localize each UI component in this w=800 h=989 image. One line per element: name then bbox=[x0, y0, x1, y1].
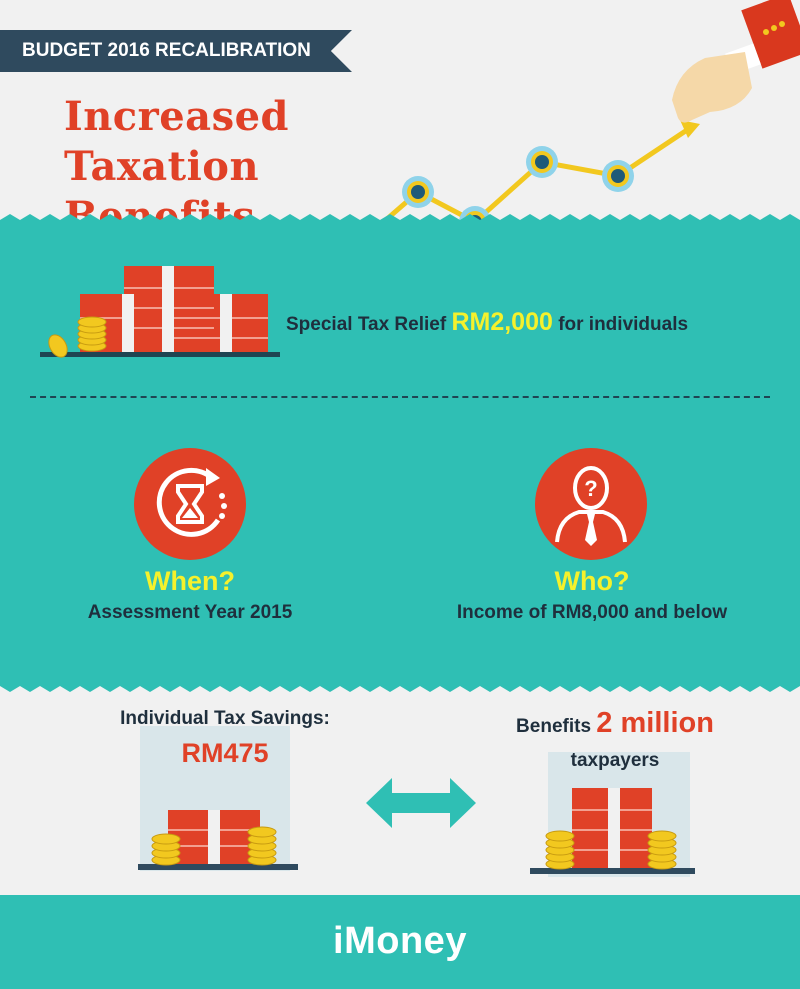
zigzag-edge bbox=[0, 678, 800, 692]
when-title: When? bbox=[145, 566, 235, 596]
chart-node bbox=[602, 160, 634, 192]
relief-prefix: Special Tax Relief bbox=[286, 314, 447, 335]
benefits-suffix: taxpayers bbox=[570, 750, 660, 771]
relief-amount: RM2,000 bbox=[451, 308, 553, 336]
growth-chart-icon bbox=[378, 0, 800, 235]
savings-label: Individual Tax Savings: bbox=[120, 708, 330, 729]
who-detail: Income of RM8,000 and below bbox=[456, 602, 728, 623]
coin-stack-icon bbox=[48, 316, 107, 358]
double-arrow-icon bbox=[366, 778, 476, 828]
coin-stack-icon bbox=[151, 826, 277, 866]
chart-node bbox=[402, 176, 434, 208]
coin-stack-icon bbox=[545, 830, 677, 870]
title-line-1: Increased Taxation bbox=[64, 93, 290, 190]
chart-node bbox=[526, 146, 558, 178]
banner: BUDGET 2016 RECALIBRATION bbox=[0, 30, 352, 72]
benefits-statement: Benefits 2 million taxpayers bbox=[490, 706, 740, 778]
savings-value: RM475 bbox=[181, 738, 269, 768]
money-stack-icon bbox=[40, 266, 280, 358]
divider bbox=[30, 396, 770, 398]
money-stack-icon bbox=[530, 788, 695, 874]
when-circle bbox=[134, 448, 246, 560]
hourglass-refresh-icon bbox=[156, 467, 227, 537]
person-question-icon: ? bbox=[555, 466, 627, 546]
who-title: Who? bbox=[554, 566, 630, 596]
money-stack-icon bbox=[138, 810, 298, 870]
when-detail: Assessment Year 2015 bbox=[87, 602, 293, 623]
who-circle: ? bbox=[535, 448, 647, 560]
relief-statement: Special Tax Relief RM2,000 for individua… bbox=[286, 308, 688, 337]
benefits-amount: 2 million bbox=[596, 707, 714, 739]
pointing-hand-icon bbox=[672, 0, 800, 123]
zigzag-edge bbox=[0, 214, 800, 228]
benefits-prefix: Benefits bbox=[516, 716, 592, 737]
relief-suffix: for individuals bbox=[558, 314, 689, 335]
imoney-logo: iMoney bbox=[333, 920, 467, 962]
footer bbox=[0, 895, 800, 989]
svg-text:?: ? bbox=[584, 476, 597, 501]
